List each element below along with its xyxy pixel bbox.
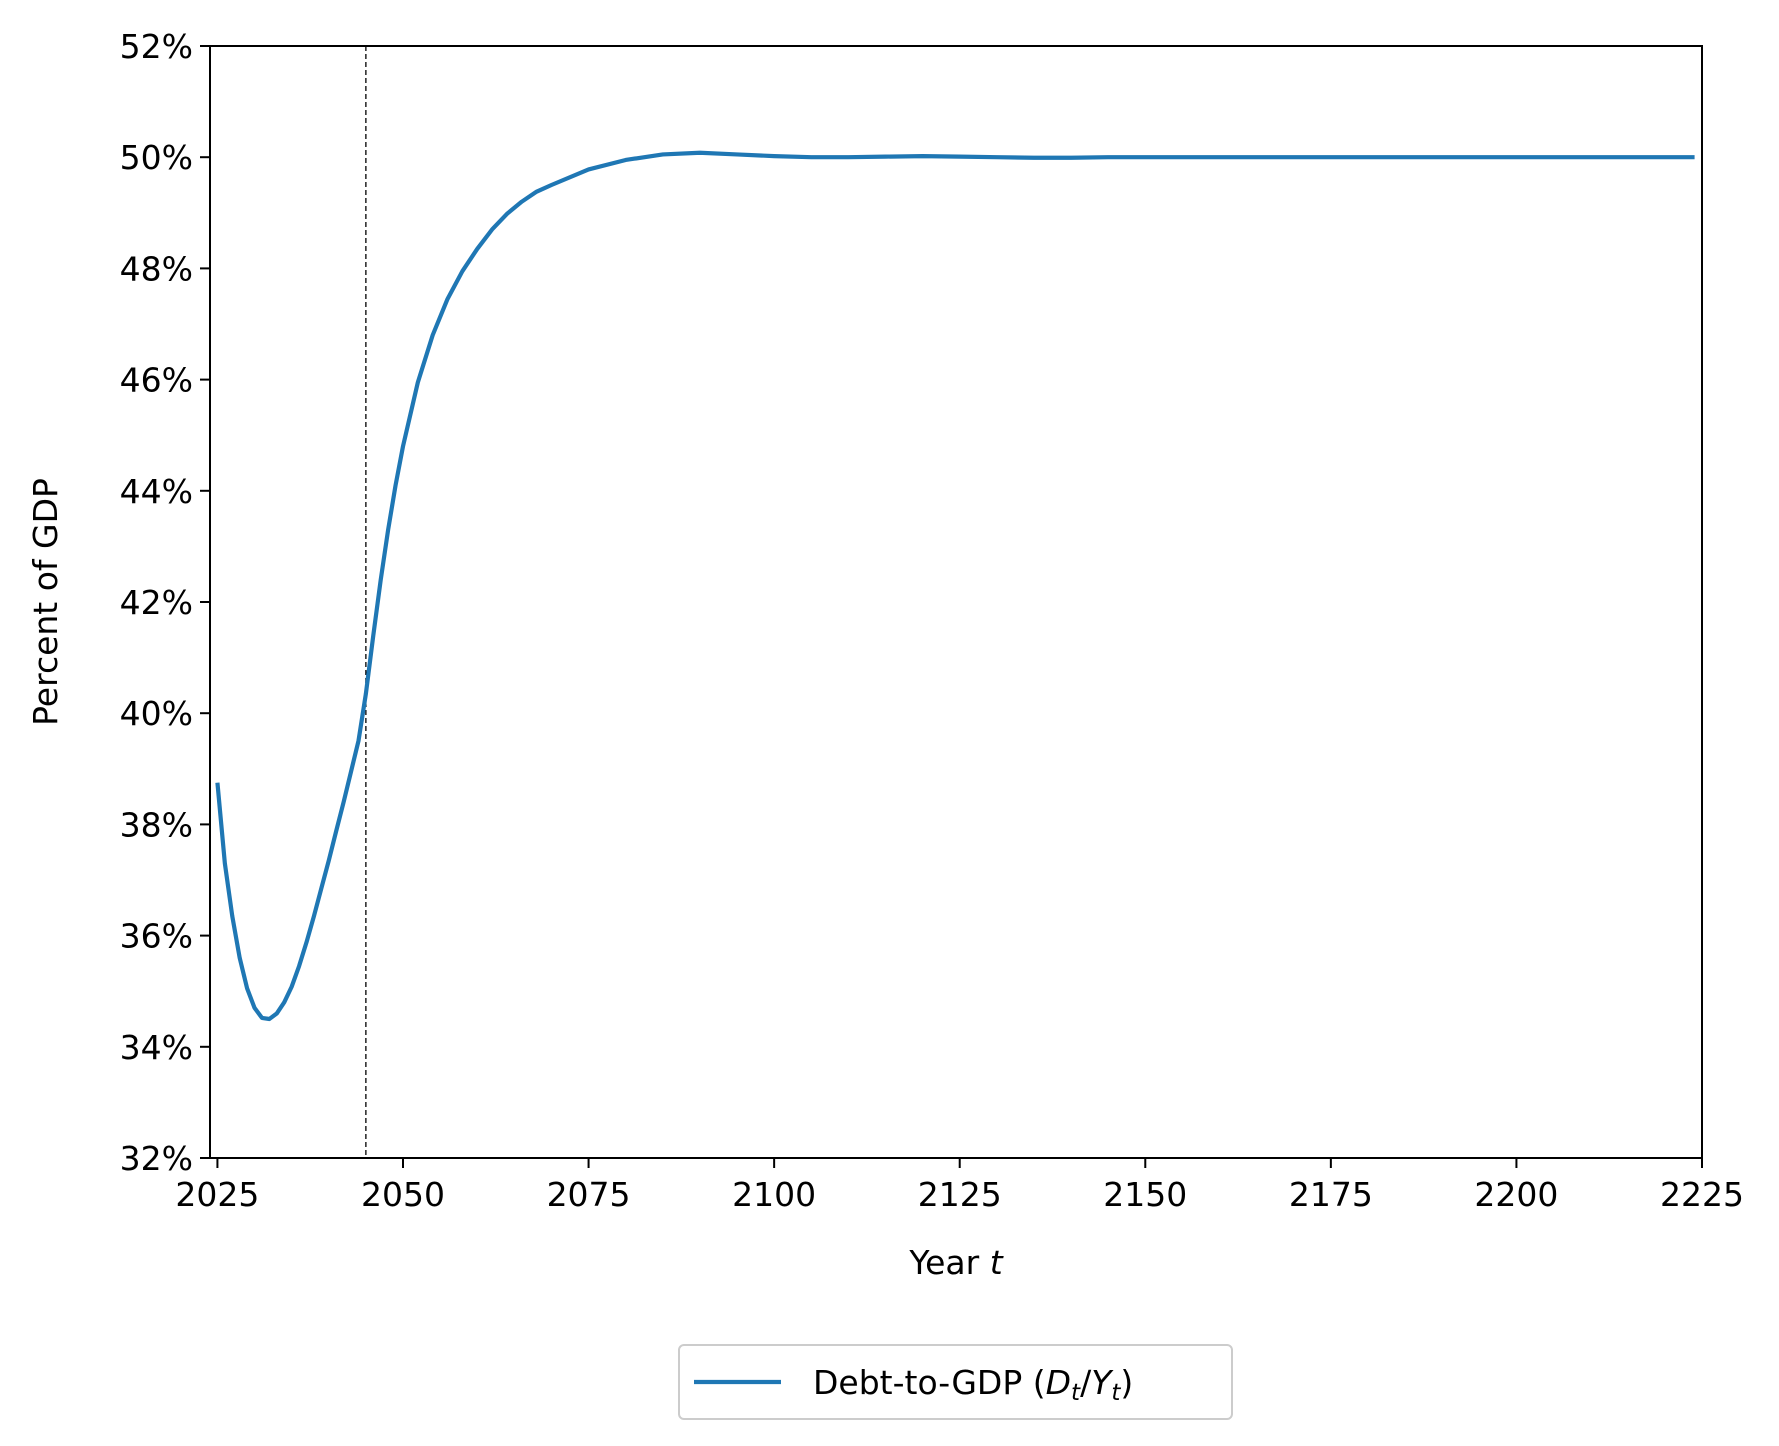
y-tick-label: 36% (120, 917, 193, 956)
y-tick-label: 52% (120, 27, 193, 66)
debt-to-gdp-line (215, 150, 1695, 1022)
y-tick-label: 48% (120, 249, 193, 288)
x-tick-label: 2025 (175, 1175, 259, 1214)
x-tick-label: 2100 (732, 1175, 816, 1214)
x-tick-label: 2075 (547, 1175, 631, 1214)
x-tick-label: 2050 (361, 1175, 445, 1214)
y-axis: 32% 34% 36% 38% 40% 42% 44% 46% 48% 50% 52% (120, 27, 210, 1178)
x-tick-label: 2150 (1103, 1175, 1187, 1214)
y-tick-label: 42% (120, 583, 193, 622)
x-tick-label: 2125 (918, 1175, 1002, 1214)
y-axis-label: Percent of GDP (26, 478, 65, 726)
legend-label: Debt-to-GDP (Dt/Yt) (813, 1363, 1133, 1406)
x-tick-label: 2225 (1660, 1175, 1744, 1214)
legend-box (678, 1344, 1233, 1420)
axes-frame (209, 45, 1703, 1159)
plot-area (210, 46, 1702, 1158)
x-axis-label: Year t (908, 1243, 1003, 1282)
y-tick-label: 32% (120, 1139, 193, 1178)
y-tick-label: 50% (120, 138, 193, 177)
x-tick-label: 2200 (1474, 1175, 1558, 1214)
y-tick-label: 34% (120, 1028, 193, 1067)
y-tick-label: 44% (120, 472, 193, 511)
y-tick-label: 40% (120, 694, 193, 733)
legend: Debt-to-GDP (Dt/Yt) (678, 1344, 1233, 1420)
x-tick-label: 2175 (1289, 1175, 1373, 1214)
x-axis: 2025 2050 2075 2100 2125 2150 2175 2200 2225 (175, 1158, 1744, 1214)
y-tick-label: 46% (120, 361, 193, 400)
y-tick-label: 38% (120, 805, 193, 844)
